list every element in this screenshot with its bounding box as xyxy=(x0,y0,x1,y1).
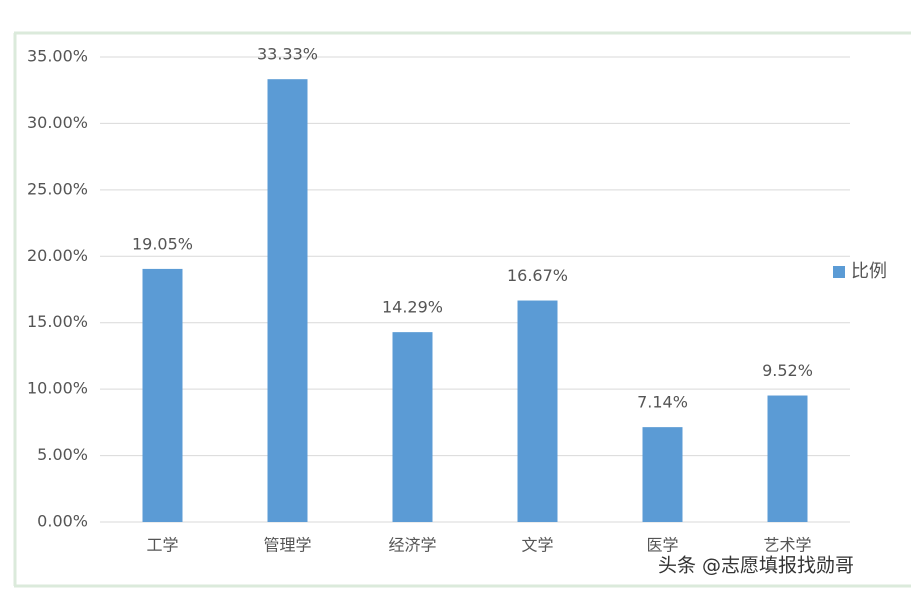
data-label: 14.29% xyxy=(382,298,443,317)
data-label: 7.14% xyxy=(637,393,688,412)
y-tick-label: 25.00% xyxy=(27,179,88,198)
legend-swatch xyxy=(833,266,845,278)
x-tick-label: 经济学 xyxy=(388,536,436,555)
legend-label: 比例 xyxy=(851,261,887,282)
x-tick-label: 工学 xyxy=(146,536,178,555)
bar xyxy=(392,332,433,522)
bar xyxy=(767,395,808,522)
y-tick-label: 15.00% xyxy=(27,312,88,331)
y-tick-label: 0.00% xyxy=(37,512,88,531)
y-tick-label: 10.00% xyxy=(27,379,88,398)
watermark: 头条 @志愿填报找勋哥 xyxy=(658,555,854,577)
data-label: 19.05% xyxy=(132,234,193,253)
x-tick-label: 管理学 xyxy=(263,536,311,555)
data-label: 9.52% xyxy=(762,361,813,380)
y-tick-label: 5.00% xyxy=(37,445,88,464)
bar xyxy=(267,79,308,523)
y-tick-label: 35.00% xyxy=(27,47,88,66)
data-label: 33.33% xyxy=(257,45,318,64)
y-tick-label: 20.00% xyxy=(27,246,88,265)
x-tick-label: 文学 xyxy=(521,536,553,555)
data-label: 16.67% xyxy=(507,266,568,285)
x-tick-label: 医学 xyxy=(646,536,678,555)
bar xyxy=(142,268,183,522)
bar xyxy=(517,300,558,522)
y-tick-label: 30.00% xyxy=(27,113,88,132)
bar xyxy=(642,427,683,522)
x-tick-label: 艺术学 xyxy=(763,536,811,555)
